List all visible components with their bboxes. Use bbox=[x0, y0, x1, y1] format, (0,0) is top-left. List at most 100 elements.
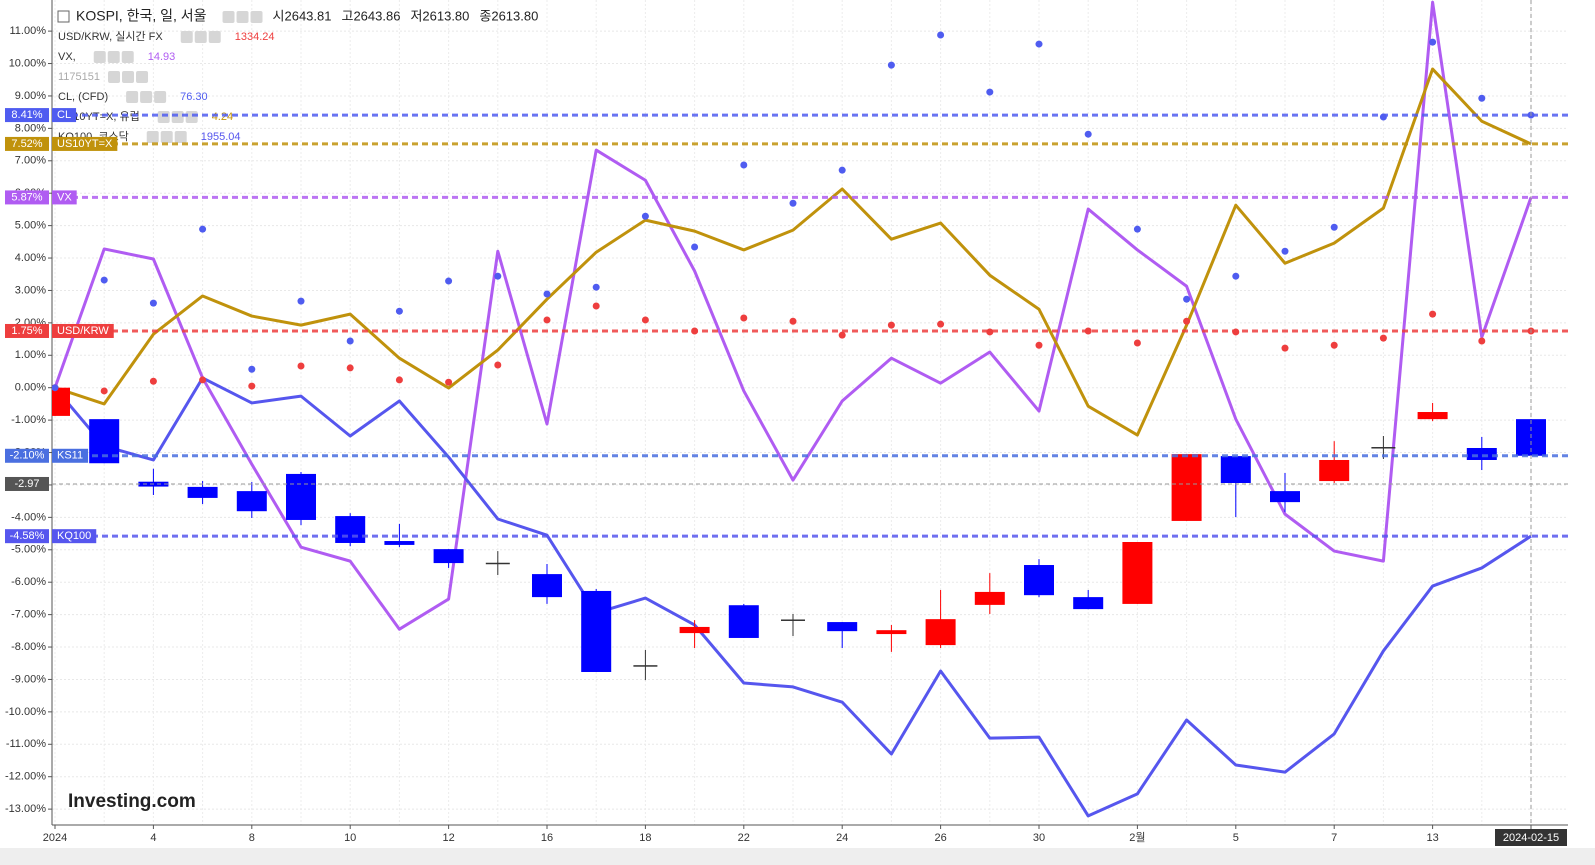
candle-body bbox=[1319, 459, 1350, 482]
y-tick-label: 0.00% bbox=[15, 382, 46, 394]
series-dot bbox=[395, 307, 403, 315]
candle-body bbox=[433, 549, 464, 564]
series-name-label: USD/KRW bbox=[57, 325, 109, 337]
candle-body bbox=[679, 626, 710, 634]
x-tick-label: 16 bbox=[541, 832, 553, 844]
series-dot bbox=[740, 314, 748, 322]
y-tick-label: -1.00% bbox=[11, 414, 46, 426]
series-name-label: CL bbox=[57, 109, 71, 121]
series-dot bbox=[1281, 247, 1289, 255]
legend-icon[interactable] bbox=[194, 31, 207, 43]
series-dot bbox=[100, 276, 108, 284]
x-tick-label: 18 bbox=[639, 832, 651, 844]
series-dot bbox=[887, 61, 895, 69]
x-tick-label: 12 bbox=[442, 832, 454, 844]
legend-icon[interactable] bbox=[93, 51, 106, 63]
series-dot bbox=[592, 283, 600, 291]
x-tick-label: 24 bbox=[836, 832, 848, 844]
y-tick-label: -10.00% bbox=[5, 706, 46, 718]
legend: KOSPI, 한국, 일, 서울 시2643.81 고2643.86 저2613.80… bbox=[57, 8, 538, 143]
candle-body bbox=[187, 486, 218, 498]
series-dot bbox=[1035, 40, 1043, 48]
series-dot bbox=[1379, 334, 1387, 342]
legend-icon[interactable] bbox=[126, 91, 139, 103]
y-tick-label: -4.00% bbox=[11, 511, 46, 523]
candle-body bbox=[781, 619, 805, 621]
series-line bbox=[54, 67, 1532, 437]
series-dot bbox=[937, 31, 945, 39]
series-dot bbox=[691, 243, 699, 251]
series-dot bbox=[1478, 337, 1486, 345]
y-tick-label: 4.00% bbox=[15, 252, 46, 264]
legend-icon[interactable] bbox=[136, 71, 149, 83]
legend-label: 1175151 bbox=[58, 71, 100, 83]
candle-body bbox=[633, 665, 658, 667]
series-dot bbox=[1330, 223, 1338, 231]
x-tick-label: 26 bbox=[934, 832, 946, 844]
legend-icon[interactable] bbox=[122, 71, 135, 83]
series-dot bbox=[789, 317, 797, 325]
legend-icon[interactable] bbox=[185, 111, 198, 123]
legend-icon[interactable] bbox=[174, 131, 187, 143]
x-tick-label: 4 bbox=[150, 832, 156, 844]
legend-ohlc: 종2613.80 bbox=[479, 8, 538, 23]
legend-icon[interactable] bbox=[180, 31, 193, 43]
series-dot bbox=[887, 321, 895, 329]
series-dot bbox=[248, 365, 256, 373]
legend-icon[interactable] bbox=[107, 51, 120, 63]
y-tick-label: -11.00% bbox=[6, 738, 46, 750]
series-dot bbox=[838, 331, 846, 339]
legend-icon[interactable] bbox=[250, 11, 263, 23]
legend-ohlc: 시2643.81 bbox=[273, 8, 332, 23]
series-dot bbox=[100, 387, 108, 395]
legend-value: 4.24 bbox=[212, 111, 233, 123]
series-name-box bbox=[52, 323, 114, 338]
series-dot bbox=[395, 376, 403, 384]
price-label-box bbox=[5, 323, 49, 338]
collapse-icon[interactable] bbox=[57, 10, 70, 23]
series-name-label: KS11 bbox=[57, 450, 83, 462]
y-tick-label: -6.00% bbox=[11, 576, 46, 588]
footer-strip bbox=[0, 848, 1595, 865]
y-tick-label: 8.00% bbox=[15, 122, 46, 134]
price-markers: -2.97 1.75% USD/KRW 5.87% VX 8.41% CL 7.52% US10… bbox=[5, 0, 1568, 825]
x-tick-label: 2월 bbox=[1129, 831, 1145, 844]
y-tick-label: 9.00% bbox=[15, 90, 46, 102]
series-dot bbox=[445, 277, 453, 285]
series-dot bbox=[1232, 272, 1240, 280]
legend-icon[interactable] bbox=[236, 11, 249, 23]
x-current-label-box bbox=[1495, 829, 1567, 846]
legend-icon[interactable] bbox=[208, 31, 221, 43]
legend-icon[interactable] bbox=[157, 111, 170, 123]
legend-label: VX, bbox=[58, 51, 76, 63]
legend-icon[interactable] bbox=[140, 91, 153, 103]
series-dot bbox=[494, 272, 502, 280]
series-dot bbox=[346, 364, 354, 372]
series-dot bbox=[1281, 344, 1289, 352]
y-tick-label: 10.00% bbox=[9, 57, 47, 69]
series-dot bbox=[346, 337, 354, 345]
candle-body bbox=[485, 562, 510, 565]
legend-icon[interactable] bbox=[121, 51, 134, 63]
series-name-label: VX bbox=[57, 191, 72, 203]
series-dot bbox=[1330, 341, 1338, 349]
legend-icon[interactable] bbox=[222, 11, 235, 23]
series-dot bbox=[1429, 38, 1437, 46]
series-dot bbox=[1183, 317, 1191, 325]
series-dot bbox=[248, 382, 256, 390]
series-dot bbox=[543, 290, 551, 298]
series-dot bbox=[199, 376, 207, 384]
legend-ohlc: 고2643.86 bbox=[341, 8, 400, 23]
legend-label: US10YT=X, 유럽 bbox=[58, 109, 140, 123]
price-label-box bbox=[5, 448, 49, 463]
y-tick-label: 3.00% bbox=[15, 284, 46, 296]
legend-icon[interactable] bbox=[171, 111, 184, 123]
x-tick-label: 2024 bbox=[43, 832, 67, 844]
legend-icon[interactable] bbox=[160, 131, 173, 143]
legend-icon[interactable] bbox=[154, 91, 167, 103]
crosshair-label: -2.97 bbox=[14, 478, 39, 490]
legend-icon[interactable] bbox=[108, 71, 121, 83]
legend-icon[interactable] bbox=[146, 131, 159, 143]
